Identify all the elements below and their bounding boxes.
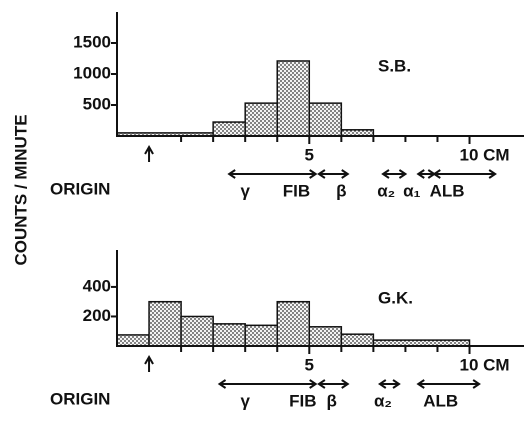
y-tick-label: 1500 [73,32,111,51]
bar [308,326,343,347]
fraction-label: α₂ [377,181,395,200]
fraction-label: β [336,181,346,200]
fraction-arrow [432,169,497,179]
fraction-label: γ [240,181,250,200]
bar [244,324,278,347]
fraction-arrow [377,379,401,389]
fraction-arrow [416,379,481,389]
fraction-label: α₂ [374,391,392,410]
fraction-arrow [227,169,318,179]
chart-title: S.B. [378,56,411,75]
axis [116,12,524,137]
bar [180,315,214,347]
fraction-arrow [416,169,437,179]
x-tick-label: 5 [305,355,314,374]
fraction-label: γ [240,391,250,410]
fraction-label: FIB [289,391,316,410]
y-tick-label: 400 [83,276,111,295]
bar [244,102,278,137]
y-tick-label: 500 [83,94,111,113]
bar [148,300,182,347]
fraction-label: β [327,391,337,410]
x-tick-label: 10 CM [460,145,510,164]
axis [116,250,524,347]
fraction-label: ALB [423,391,458,410]
fraction-arrow [317,169,350,179]
origin-arrow [144,354,154,372]
origin-label: ORIGIN [50,389,110,408]
x-tick-label: 10 CM [460,355,510,374]
bar [276,60,311,137]
x-tick-label: 5 [305,145,314,164]
bar [340,333,375,347]
bar [308,102,343,137]
y-tick-label: 200 [83,306,111,325]
fraction-arrow [381,169,408,179]
bar [116,334,150,347]
origin-arrow [144,144,154,162]
bar [276,300,311,347]
bar [212,323,246,347]
origin-label: ORIGIN [50,179,110,198]
chart-title: G.K. [378,288,413,307]
y-tick-label: 1000 [73,63,111,82]
fraction-arrow [217,379,318,389]
fraction-arrow [317,379,350,389]
fraction-label: ALB [430,181,465,200]
fraction-label: α₁ [403,181,420,200]
y-axis-label: COUNTS / MINUTE [11,114,30,265]
fraction-label: FIB [283,181,310,200]
bar [212,121,246,137]
